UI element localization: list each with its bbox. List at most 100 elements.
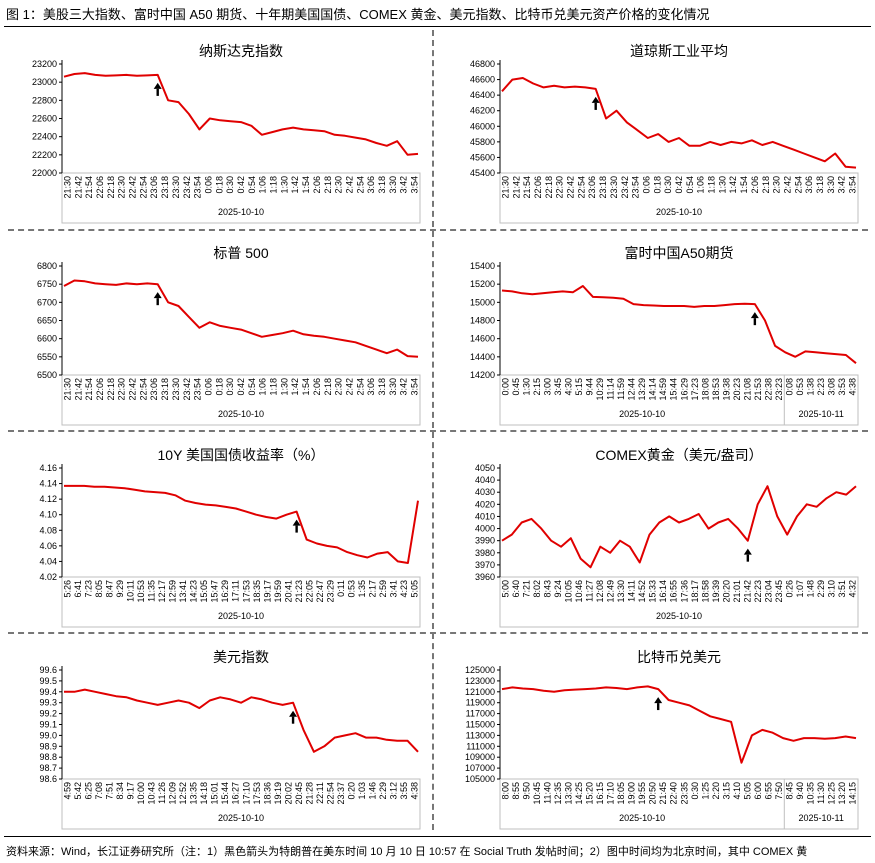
x-tick-label: 15:20: [585, 782, 595, 805]
x-tick-label: 2:29: [816, 580, 826, 598]
x-tick-label: 19:19: [273, 782, 283, 805]
x-tick-label: 1:54: [739, 176, 749, 194]
x-tick-label: 23:54: [631, 176, 641, 199]
x-tick-label: 2:15: [532, 378, 542, 396]
x-tick-label: 10:00: [136, 782, 146, 805]
x-tick-label: 11:14: [606, 378, 616, 400]
x-tick-label: 3:12: [389, 782, 399, 800]
x-tick-label: 1:07: [795, 580, 805, 598]
x-tick-label: 1:38: [806, 378, 816, 396]
y-tick-label: 4040: [475, 475, 495, 485]
x-tick-label: 2:06: [312, 176, 322, 194]
chart-svg: 比特币兑美元 1050001070001090001110001130001150…: [465, 649, 859, 830]
x-tick-label: 2:30: [772, 176, 782, 194]
x-tick-label: 7:23: [83, 580, 93, 598]
y-tick-label: 45400: [470, 168, 495, 178]
arrow-shaft: [291, 716, 295, 724]
y-tick-label: 4.12: [39, 494, 57, 504]
x-tick-label: 3:55: [399, 782, 409, 800]
x-tick-label: 3:30: [388, 176, 398, 194]
y-tick-label: 23200: [32, 59, 57, 69]
y-tick-label: 117000: [466, 709, 495, 719]
x-tick-label: 23:42: [182, 378, 192, 401]
x-tick-label: 23:30: [171, 176, 181, 199]
x-tick-label: 21:42: [511, 176, 521, 199]
x-tick-label: 22:54: [138, 378, 148, 401]
x-tick-label: 9:40: [795, 782, 805, 800]
x-axis-frame: [61, 172, 421, 224]
y-tick-label: 105000: [465, 774, 495, 784]
x-tick-label: 13:29: [637, 378, 647, 401]
x-tick-label: 16:29: [679, 378, 689, 401]
chart-title: 富时中国A50期货: [625, 245, 734, 261]
y-tick-label: 99.6: [39, 665, 57, 675]
x-tick-label: 14:52: [637, 580, 647, 603]
y-tick-label: 6800: [37, 261, 57, 271]
x-tick-label: 12:08: [595, 580, 605, 603]
x-tick-label: 4:38: [848, 378, 858, 396]
y-tick-label: 99.3: [39, 698, 57, 708]
x-tick-label: 17:53: [241, 580, 251, 603]
x-tick-label: 22:06: [95, 176, 105, 199]
x-tick-label: 1:46: [368, 782, 378, 800]
chart-dow-jones: 道琼斯工业平均 45400 45600 45800 46000 46200 46400 466…: [438, 32, 868, 232]
x-tick-label: 2:29: [378, 782, 388, 800]
x-tick-label: 18:35: [252, 580, 262, 603]
y-tick-label: 123000: [465, 676, 495, 686]
x-tick-label: 1:18: [707, 176, 717, 194]
y-tick-label: 46000: [470, 121, 495, 131]
x-tick-label: 1:06: [696, 176, 706, 194]
arrow-up-icon: [289, 710, 298, 724]
series-line: [501, 685, 857, 764]
arrow-shaft: [746, 554, 750, 562]
y-tick-label: 99.5: [39, 676, 57, 686]
y-tick-label: 113000: [466, 730, 495, 740]
arrow-up-icon: [153, 292, 162, 306]
arrow-up-icon: [750, 312, 759, 326]
x-tick-label: 22:42: [128, 378, 138, 401]
x-tick-label: 22:11: [315, 782, 325, 804]
x-tick-label: 2:20: [711, 782, 721, 800]
x-tick-label: 19:38: [721, 378, 731, 401]
y-tick-label: 4.08: [39, 525, 57, 535]
x-tick-label: 15:44: [220, 782, 230, 805]
x-tick-label: 1:06: [258, 176, 268, 194]
arrow-head: [750, 312, 759, 319]
y-tick-label: 4.16: [39, 463, 57, 473]
x-tick-label: 20:41: [283, 580, 293, 603]
x-tick-label: 11:40: [542, 782, 552, 804]
y-tick-label: 23000: [32, 77, 57, 87]
x-tick-label: 21:30: [62, 378, 72, 401]
x-tick-label: 15:47: [210, 580, 220, 603]
x-tick-label: 23:06: [149, 378, 159, 401]
x-tick-label: 0:54: [247, 176, 257, 194]
x-date-label: 2025-10-10: [619, 409, 665, 419]
x-tick-label: 22:42: [128, 176, 138, 199]
x-tick-label: 14:14: [648, 378, 658, 401]
x-tick-label: 6:55: [764, 782, 774, 800]
arrow-head: [153, 82, 162, 89]
y-tick-label: 46800: [470, 59, 495, 69]
x-tick-label: 12:25: [827, 782, 837, 805]
horizontal-divider: [8, 632, 868, 634]
title-rule: [4, 26, 871, 27]
chart-svg: COMEX黄金（美元/盎司） 3960 3970 3980 3990 4000 4010 40…: [475, 447, 859, 628]
y-tick-label: 14400: [470, 352, 495, 362]
x-tick-label: 21:54: [84, 378, 94, 401]
x-tick-label: 1:30: [279, 176, 289, 194]
y-tick-label: 46200: [470, 106, 495, 116]
arrow-head: [289, 710, 298, 717]
x-tick-label: 3:53: [837, 378, 847, 396]
y-tick-label: 15000: [470, 297, 495, 307]
x-tick-label: 22:06: [95, 378, 105, 401]
x-tick-label: 11:30: [816, 782, 826, 804]
x-tick-label: 10:29: [595, 378, 605, 401]
x-date-label: 2025-10-10: [619, 813, 665, 823]
y-tick-label: 107000: [465, 763, 495, 773]
y-tick-label: 98.9: [39, 741, 57, 751]
y-tick-label: 3960: [475, 572, 495, 582]
series-line: [501, 485, 857, 569]
x-tick-label: 4:30: [563, 378, 573, 396]
x-tick-label: 2:42: [344, 378, 354, 396]
x-tick-label: 17:53: [252, 782, 262, 805]
